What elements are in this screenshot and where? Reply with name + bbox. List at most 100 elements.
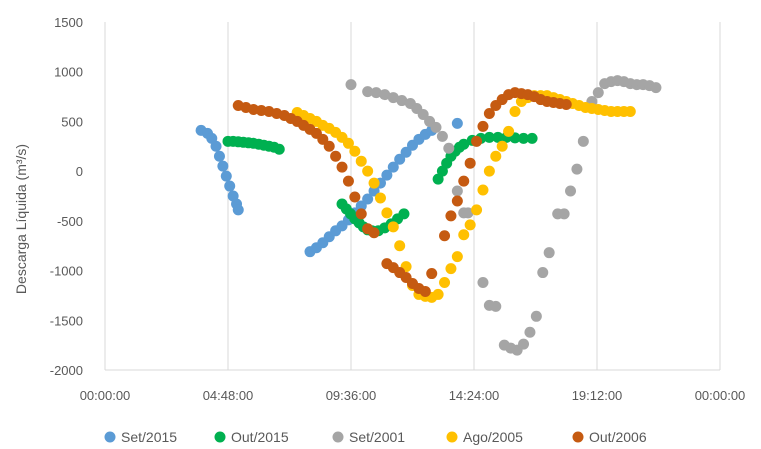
data-point [273,143,285,155]
y-tick-label: 500 [61,114,83,129]
data-point [483,107,495,119]
data-point [518,338,530,350]
data-point [439,277,451,289]
data-point [426,268,438,280]
data-point [336,161,348,173]
data-point [451,251,463,263]
data-point [526,132,538,144]
x-tick-label: 00:00:00 [695,388,746,403]
legend-label: Out/2015 [231,429,289,445]
data-point [387,161,399,173]
data-point [355,200,367,212]
legend: Set/2015 Out/2015 Set/2001 Ago/2005 Out/2006 [104,429,647,445]
data-point [381,207,393,219]
x-tick-label: 14:24:00 [449,388,500,403]
data-point [490,300,502,312]
data-point [560,99,572,111]
data-point [477,277,489,289]
data-point [458,229,470,241]
legend-item: Set/2001 [332,429,405,445]
legend-label: Set/2001 [349,429,405,445]
data-point [396,95,408,107]
data-point [650,82,662,94]
legend-item: Out/2006 [572,429,647,445]
legend-label: Ago/2005 [463,429,523,445]
data-point [471,135,483,147]
data-point [458,175,470,187]
data-point [368,185,380,197]
data-point [224,180,236,192]
grid-lines [104,22,721,371]
data-point [323,140,335,152]
data-point [577,135,589,147]
x-tick-label: 04:48:00 [203,388,254,403]
y-tick-label: -500 [57,214,83,229]
data-point [537,267,549,279]
data-point [571,163,583,175]
data-point [232,204,244,216]
data-point [477,184,489,196]
data-point [349,145,361,157]
data-point [349,191,361,203]
data-point [368,177,380,189]
data-point [490,150,502,162]
data-point [342,175,354,187]
data-point [492,131,504,143]
data-point [458,138,470,150]
data-point [471,204,483,216]
data-point [342,137,354,149]
data-point [543,247,555,259]
data-point [439,230,451,242]
data-point [417,108,429,120]
data-point [213,150,225,162]
data-point [477,120,489,132]
data-point [355,155,367,167]
legend-item: Out/2015 [214,429,289,445]
y-tick-labels: 1500 1000 500 0 -500 -1000 -1500 -2000 [50,15,83,378]
y-tick-label: 1500 [54,15,83,30]
y-tick-label: -1500 [50,313,83,328]
data-point [355,208,367,220]
data-point [432,288,444,300]
data-point [445,263,457,275]
data-point [451,185,463,197]
data-point [387,221,399,233]
data-point [362,86,374,98]
data-points [195,75,662,356]
series-set-2001 [345,75,662,356]
data-point [462,207,474,219]
data-point [436,130,448,142]
y-tick-label: -2000 [50,363,83,378]
data-point [374,192,386,204]
x-tick-label: 09:36:00 [326,388,377,403]
data-point [368,227,380,239]
data-point [524,326,536,338]
data-point [210,140,222,152]
data-point [394,153,406,165]
data-point [381,169,393,181]
data-point [398,208,410,220]
data-point [451,117,463,129]
data-point [379,89,391,101]
data-point [503,125,515,137]
series-out-2006 [232,87,572,297]
legend-marker [214,431,226,443]
legend-item: Ago/2005 [446,429,523,445]
data-point [624,105,636,117]
y-axis-label: Descarga Líquida (m³/s) [13,144,29,294]
x-tick-labels: 00:00:00 04:48:00 09:36:00 14:24:00 19:12:00… [80,388,746,403]
data-point [592,87,604,99]
data-point [419,285,431,297]
data-point [394,240,406,252]
data-point [330,150,342,162]
legend-marker [332,431,344,443]
data-point [483,165,495,177]
data-point [451,195,463,207]
data-point [565,185,577,197]
data-point [464,157,476,169]
data-point [370,87,382,99]
data-point [530,310,542,322]
data-point [345,79,357,91]
data-point [400,146,412,158]
